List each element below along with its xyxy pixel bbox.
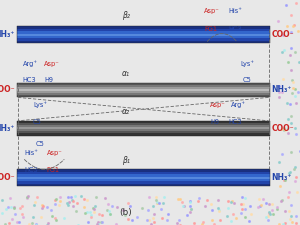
Bar	[16, 87, 270, 89]
Text: NH₃⁺: NH₃⁺	[0, 30, 15, 39]
Bar	[16, 172, 270, 174]
Bar	[16, 123, 270, 125]
Bar	[16, 121, 270, 123]
Text: COO⁻: COO⁻	[272, 30, 294, 39]
Text: His⁺: His⁺	[228, 8, 242, 14]
Bar	[16, 129, 270, 131]
Bar	[16, 83, 270, 85]
Bar	[16, 85, 270, 87]
Bar	[16, 29, 270, 31]
Text: α₂: α₂	[122, 107, 130, 116]
Bar	[16, 89, 270, 91]
Text: Asp⁻: Asp⁻	[210, 102, 226, 108]
Text: Lys⁺: Lys⁺	[240, 61, 254, 68]
Bar	[16, 125, 270, 127]
Text: His⁺: His⁺	[25, 150, 38, 156]
Text: HC3: HC3	[228, 26, 242, 32]
Text: (b): (b)	[120, 208, 132, 217]
Text: C5: C5	[35, 141, 44, 147]
Text: NH₃⁺: NH₃⁺	[272, 86, 292, 94]
Text: COO⁻: COO⁻	[272, 124, 294, 133]
Bar	[16, 174, 270, 177]
Bar	[16, 133, 270, 135]
Bar	[16, 184, 270, 186]
Bar	[16, 131, 270, 133]
Bar	[16, 179, 270, 181]
Text: β₁: β₁	[122, 156, 130, 165]
Bar	[16, 41, 270, 43]
Bar	[16, 27, 270, 29]
Text: Asp⁻: Asp⁻	[44, 61, 59, 67]
Text: FG1: FG1	[46, 167, 59, 173]
Bar	[16, 36, 270, 38]
Bar	[16, 177, 270, 179]
Text: NH₃⁺: NH₃⁺	[0, 124, 15, 133]
Text: α₁: α₁	[122, 69, 130, 78]
Bar	[16, 38, 270, 41]
Text: C5: C5	[33, 119, 42, 125]
Bar	[16, 31, 270, 34]
Text: Lys⁺: Lys⁺	[33, 102, 47, 108]
Text: Asp⁻: Asp⁻	[204, 8, 220, 14]
Bar	[16, 91, 270, 93]
Text: NH₃⁺: NH₃⁺	[272, 173, 292, 182]
Bar	[16, 93, 270, 95]
Bar	[16, 181, 270, 184]
Text: COO⁻: COO⁻	[0, 173, 15, 182]
Text: HC3: HC3	[22, 77, 36, 83]
Bar	[16, 127, 270, 129]
Bar	[16, 83, 270, 97]
Text: FG1: FG1	[204, 26, 217, 32]
Text: Arg⁺: Arg⁺	[231, 102, 246, 108]
Text: HC3: HC3	[25, 167, 38, 173]
Bar	[16, 95, 270, 97]
Text: Asp⁻: Asp⁻	[46, 150, 62, 156]
Bar	[16, 27, 270, 43]
Text: C5: C5	[243, 77, 252, 83]
Bar	[16, 169, 270, 186]
Bar	[16, 169, 270, 172]
Text: β₂: β₂	[122, 11, 130, 20]
Text: H9: H9	[210, 119, 219, 125]
Text: HC3: HC3	[229, 119, 242, 125]
Bar	[16, 121, 270, 135]
Bar	[16, 34, 270, 36]
Text: Arg⁺: Arg⁺	[22, 61, 38, 68]
Text: COO⁻: COO⁻	[0, 86, 15, 94]
Text: H9: H9	[44, 77, 53, 83]
